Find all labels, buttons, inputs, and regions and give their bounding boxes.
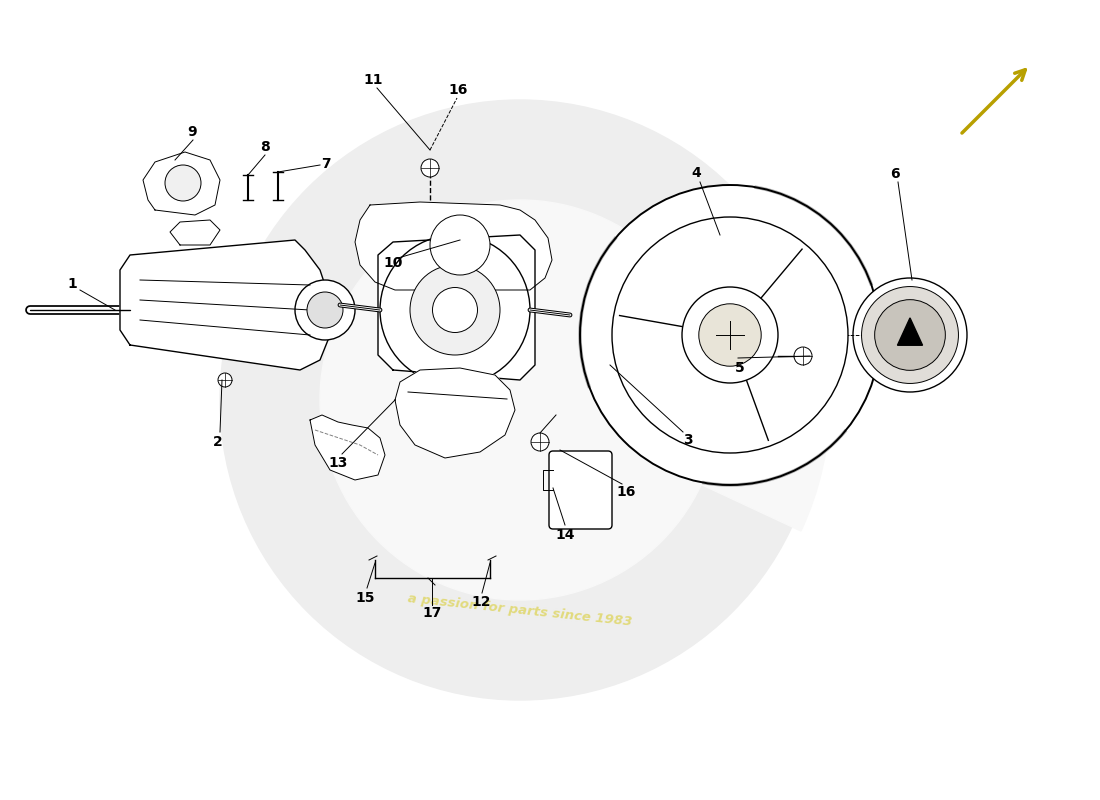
Circle shape: [580, 185, 880, 485]
Text: 9: 9: [187, 125, 197, 139]
Text: 12: 12: [471, 595, 491, 609]
Polygon shape: [378, 235, 535, 380]
Circle shape: [422, 160, 438, 176]
Text: a passion for parts since 1983: a passion for parts since 1983: [407, 592, 632, 628]
Circle shape: [220, 100, 819, 700]
Text: 17: 17: [422, 606, 442, 620]
Polygon shape: [143, 152, 220, 215]
FancyBboxPatch shape: [549, 451, 612, 529]
Text: 3: 3: [683, 433, 693, 447]
Circle shape: [379, 235, 530, 385]
Circle shape: [874, 300, 945, 370]
Text: 16: 16: [449, 83, 468, 97]
Polygon shape: [170, 220, 220, 245]
Text: 5: 5: [735, 361, 745, 375]
Circle shape: [794, 347, 812, 365]
Text: 6: 6: [890, 167, 900, 181]
Circle shape: [410, 265, 500, 355]
Text: 10: 10: [383, 256, 403, 270]
Circle shape: [218, 373, 232, 387]
Text: 2: 2: [213, 435, 223, 449]
Circle shape: [612, 217, 848, 453]
Wedge shape: [520, 269, 830, 531]
Circle shape: [861, 286, 958, 383]
Text: 8: 8: [260, 140, 270, 154]
Circle shape: [682, 287, 778, 383]
Text: 16: 16: [616, 485, 636, 499]
Circle shape: [165, 165, 201, 201]
Polygon shape: [310, 415, 385, 480]
Circle shape: [432, 287, 477, 333]
Polygon shape: [395, 368, 515, 458]
Circle shape: [421, 159, 439, 177]
Circle shape: [531, 433, 549, 451]
Polygon shape: [355, 202, 552, 290]
Circle shape: [320, 200, 720, 600]
Text: 7: 7: [321, 157, 331, 171]
Text: 4: 4: [691, 166, 701, 180]
Circle shape: [295, 280, 355, 340]
Text: 1: 1: [67, 277, 77, 291]
Text: 14: 14: [556, 528, 574, 542]
Circle shape: [698, 304, 761, 366]
Text: 15: 15: [355, 591, 375, 605]
Text: 13: 13: [328, 456, 348, 470]
Circle shape: [852, 278, 967, 392]
Text: 11: 11: [363, 73, 383, 87]
Polygon shape: [120, 240, 330, 370]
Polygon shape: [898, 318, 923, 346]
Circle shape: [307, 292, 343, 328]
Circle shape: [430, 215, 490, 275]
